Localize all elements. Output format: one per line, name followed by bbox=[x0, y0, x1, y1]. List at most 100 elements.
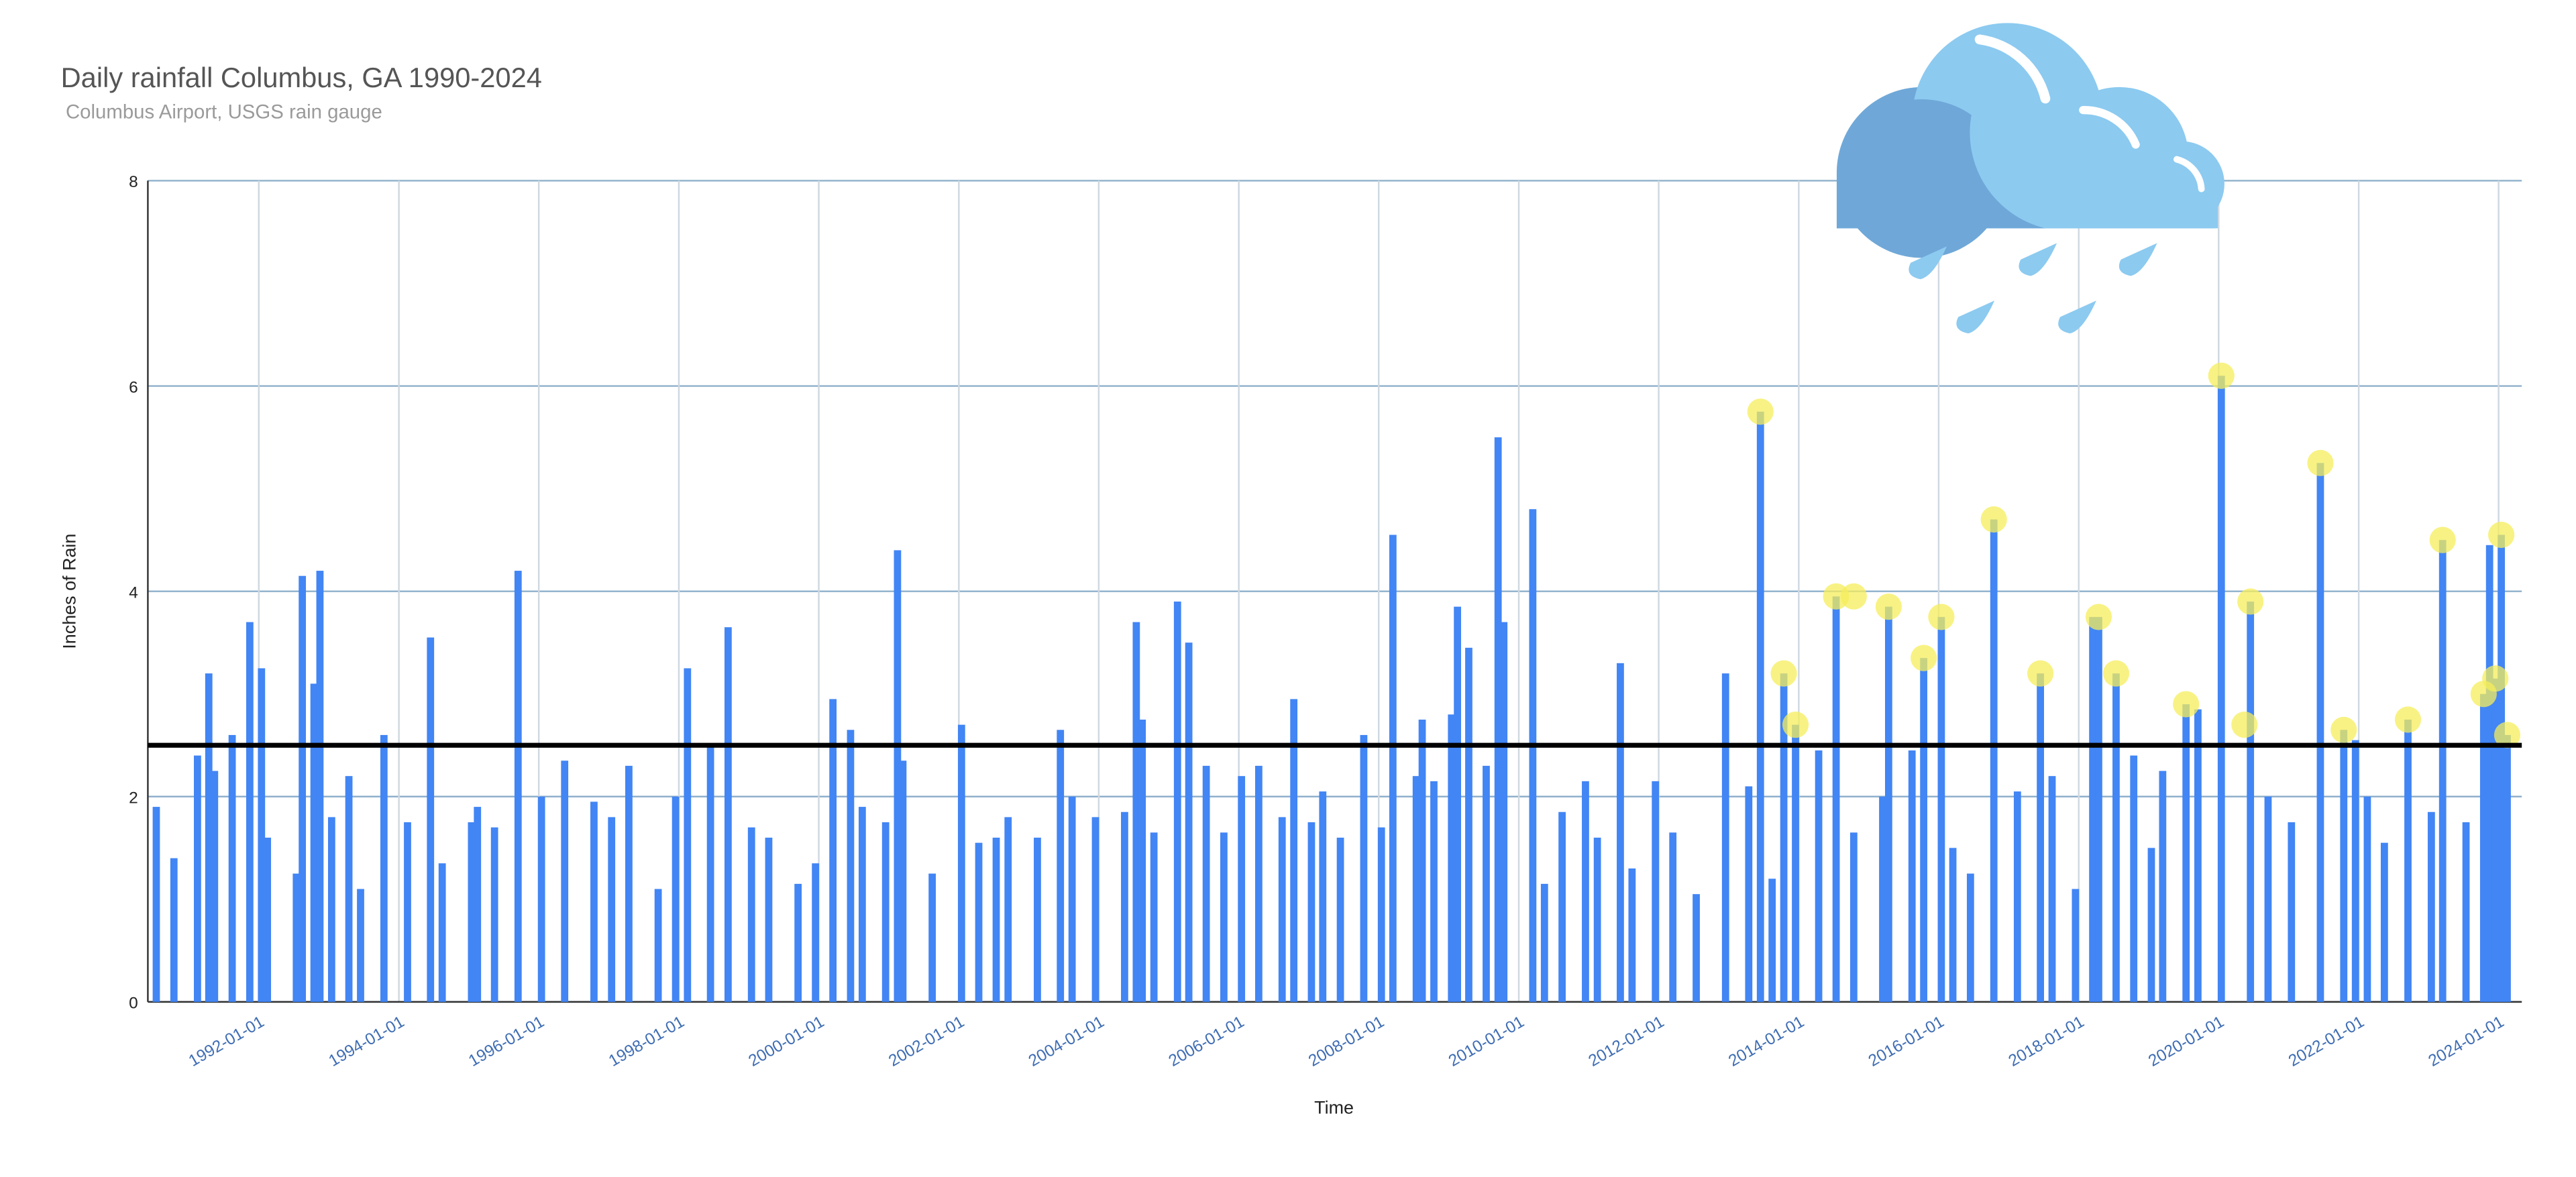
highlight-point bbox=[1770, 660, 1797, 687]
bar bbox=[1558, 811, 1566, 1002]
bar bbox=[1780, 673, 1788, 1002]
bar bbox=[1238, 776, 1246, 1002]
bar bbox=[1465, 647, 1472, 1002]
highlight-point bbox=[1911, 644, 1937, 671]
x-tick-label: 2000-01-01 bbox=[745, 1013, 827, 1070]
bar bbox=[2264, 796, 2272, 1002]
y-tick-label: 2 bbox=[129, 789, 138, 807]
bar bbox=[2288, 822, 2296, 1002]
bar bbox=[1412, 776, 1420, 1002]
bar bbox=[1500, 622, 1508, 1002]
bar bbox=[899, 761, 907, 1002]
bar bbox=[1377, 827, 1385, 1002]
bar bbox=[1430, 781, 1438, 1002]
x-tick-label: 2018-01-01 bbox=[2006, 1013, 2088, 1070]
bar bbox=[654, 889, 662, 1002]
highlight-point bbox=[2102, 660, 2130, 687]
bar bbox=[1756, 411, 1764, 1002]
x-tick-label: 2006-01-01 bbox=[1166, 1013, 1248, 1070]
bar bbox=[957, 724, 965, 1002]
bar bbox=[1068, 796, 1076, 1002]
bar bbox=[881, 822, 890, 1002]
bar bbox=[1004, 817, 1012, 1002]
bar bbox=[1879, 796, 1886, 1002]
bar bbox=[706, 745, 714, 1002]
bar bbox=[1792, 724, 1799, 1002]
bar bbox=[2089, 616, 2096, 1002]
bar bbox=[2048, 776, 2056, 1002]
bar bbox=[316, 571, 324, 1002]
bar bbox=[404, 822, 411, 1002]
highlight-point bbox=[2307, 449, 2334, 476]
bars bbox=[152, 376, 2511, 1002]
bar bbox=[152, 807, 160, 1002]
bar bbox=[1336, 838, 1344, 1002]
x-tick-label: 2010-01-01 bbox=[1446, 1013, 1527, 1070]
bar bbox=[1173, 601, 1181, 1002]
bar bbox=[2427, 811, 2435, 1002]
highlight-point bbox=[1980, 506, 2007, 533]
bar bbox=[928, 873, 936, 1002]
bar bbox=[1202, 765, 1210, 1002]
overlay bbox=[148, 362, 2522, 748]
bar bbox=[1483, 765, 1490, 1002]
bar bbox=[608, 817, 616, 1002]
bar bbox=[684, 668, 692, 1002]
bar bbox=[228, 734, 236, 1002]
bar bbox=[2182, 704, 2190, 1002]
highlight-point bbox=[2231, 712, 2258, 738]
bar bbox=[2340, 730, 2348, 1002]
bar bbox=[2072, 889, 2080, 1002]
x-tick-label: 2024-01-01 bbox=[2426, 1013, 2508, 1070]
bar bbox=[1628, 868, 1636, 1002]
chart-subtitle: Columbus Airport, USGS rain gauge bbox=[66, 101, 382, 123]
bar bbox=[1849, 832, 1858, 1002]
bar bbox=[490, 827, 498, 1002]
bar bbox=[1454, 606, 1462, 1002]
bar bbox=[1389, 535, 1397, 1002]
highlight-point bbox=[2394, 706, 2422, 733]
bar bbox=[812, 863, 820, 1002]
y-tick-label: 4 bbox=[129, 583, 138, 602]
x-tick-label: 2002-01-01 bbox=[885, 1013, 967, 1070]
bar bbox=[672, 796, 680, 1002]
bar bbox=[2316, 463, 2324, 1002]
bar bbox=[1091, 817, 1099, 1002]
highlight-point bbox=[2488, 521, 2515, 549]
bar bbox=[1920, 658, 1928, 1002]
bar bbox=[1721, 673, 1729, 1002]
bar bbox=[2112, 673, 2120, 1002]
bar bbox=[170, 858, 178, 1002]
rain-cloud-icon bbox=[1836, 23, 2224, 334]
bar bbox=[2462, 822, 2470, 1002]
bar bbox=[1529, 509, 1537, 1002]
bar bbox=[2438, 540, 2447, 1002]
bar bbox=[747, 827, 755, 1002]
bar bbox=[1307, 822, 1316, 1002]
bar bbox=[2498, 535, 2506, 1002]
bar bbox=[310, 683, 318, 1002]
bar bbox=[1693, 894, 1700, 1002]
bar bbox=[427, 637, 435, 1002]
bar bbox=[2217, 376, 2225, 1002]
bar bbox=[1540, 883, 1548, 1002]
bar bbox=[537, 796, 545, 1002]
x-tick-label: 2008-01-01 bbox=[1305, 1013, 1387, 1070]
bar bbox=[625, 765, 633, 1002]
bar bbox=[1669, 832, 1677, 1002]
bar bbox=[1937, 616, 1945, 1002]
highlight-point bbox=[1840, 583, 1867, 610]
bar bbox=[1949, 848, 1957, 1002]
bar bbox=[1360, 734, 1368, 1002]
x-tick-label: 2020-01-01 bbox=[2145, 1013, 2227, 1070]
highlight-point bbox=[1928, 604, 1955, 630]
bar bbox=[765, 838, 773, 1002]
highlight-point bbox=[2330, 716, 2357, 743]
bar bbox=[1815, 750, 1823, 1002]
bar bbox=[1057, 730, 1065, 1002]
y-tick-label: 6 bbox=[129, 378, 138, 396]
bar bbox=[2380, 842, 2388, 1002]
bar bbox=[2351, 740, 2359, 1002]
bar bbox=[292, 873, 301, 1002]
bar bbox=[724, 627, 732, 1002]
